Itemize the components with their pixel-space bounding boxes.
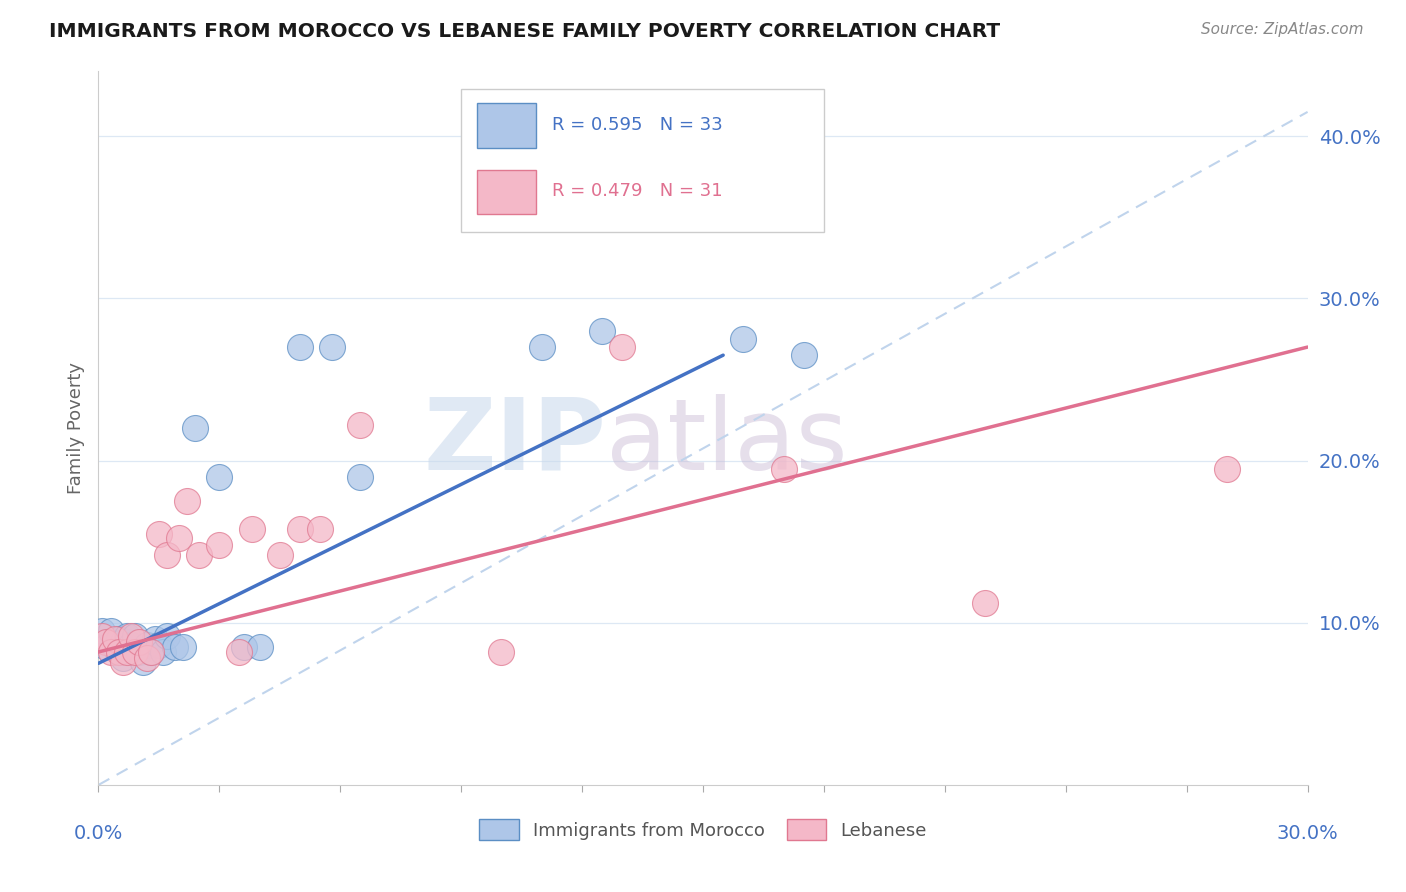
Point: [107, 645, 129, 659]
Text: 30.0%: 30.0%: [1277, 824, 1339, 843]
Point: [143, 632, 166, 646]
Text: 0.0%: 0.0%: [73, 824, 124, 843]
Point: [249, 640, 271, 654]
Point: [591, 324, 613, 338]
Text: ZIP: ZIP: [423, 394, 606, 491]
Point: [1216, 461, 1239, 475]
Point: [156, 548, 179, 562]
Point: [124, 645, 146, 659]
Text: Source: ZipAtlas.com: Source: ZipAtlas.com: [1201, 22, 1364, 37]
Point: [188, 548, 211, 562]
Point: [135, 651, 157, 665]
Point: [120, 639, 142, 653]
Legend: Immigrants from Morocco, Lebanese: Immigrants from Morocco, Lebanese: [471, 812, 935, 847]
Point: [974, 596, 997, 610]
Point: [128, 645, 150, 659]
FancyBboxPatch shape: [477, 169, 536, 214]
Point: [612, 340, 634, 354]
Point: [349, 470, 371, 484]
Point: [96, 640, 118, 654]
Point: [240, 522, 263, 536]
Point: [152, 645, 174, 659]
Point: [111, 635, 134, 649]
Text: atlas: atlas: [606, 394, 848, 491]
Point: [111, 651, 134, 665]
Point: [491, 645, 513, 659]
Point: [228, 645, 250, 659]
Point: [288, 522, 311, 536]
Point: [115, 629, 138, 643]
Point: [111, 655, 134, 669]
Point: [148, 526, 170, 541]
Point: [115, 635, 138, 649]
Point: [135, 639, 157, 653]
Point: [120, 629, 142, 643]
Point: [711, 153, 734, 168]
Text: IMMIGRANTS FROM MOROCCO VS LEBANESE FAMILY POVERTY CORRELATION CHART: IMMIGRANTS FROM MOROCCO VS LEBANESE FAMI…: [49, 22, 1000, 41]
Text: R = 0.595   N = 33: R = 0.595 N = 33: [551, 116, 723, 134]
Point: [103, 632, 125, 646]
Point: [107, 645, 129, 659]
Point: [128, 635, 150, 649]
Point: [91, 624, 114, 638]
Point: [107, 632, 129, 646]
Point: [91, 629, 114, 643]
Point: [167, 532, 190, 546]
Point: [772, 461, 794, 475]
Point: [103, 640, 125, 654]
Point: [208, 470, 231, 484]
Point: [733, 332, 755, 346]
Point: [148, 639, 170, 653]
Point: [139, 645, 162, 659]
Point: [184, 421, 207, 435]
Point: [349, 417, 371, 432]
Point: [163, 640, 186, 654]
Point: [100, 645, 122, 659]
Point: [530, 340, 553, 354]
Y-axis label: Family Poverty: Family Poverty: [66, 362, 84, 494]
Point: [96, 635, 118, 649]
Point: [100, 624, 122, 638]
Point: [115, 645, 138, 659]
FancyBboxPatch shape: [477, 103, 536, 148]
Point: [793, 348, 815, 362]
Point: [208, 538, 231, 552]
Point: [124, 629, 146, 643]
Point: [309, 522, 332, 536]
Point: [232, 640, 254, 654]
Point: [139, 645, 162, 659]
Point: [288, 340, 311, 354]
Point: [172, 640, 194, 654]
Point: [132, 655, 155, 669]
Point: [156, 629, 179, 643]
Point: [176, 494, 198, 508]
Point: [321, 340, 343, 354]
Text: R = 0.479   N = 31: R = 0.479 N = 31: [551, 182, 723, 200]
FancyBboxPatch shape: [461, 89, 824, 232]
Point: [269, 548, 291, 562]
